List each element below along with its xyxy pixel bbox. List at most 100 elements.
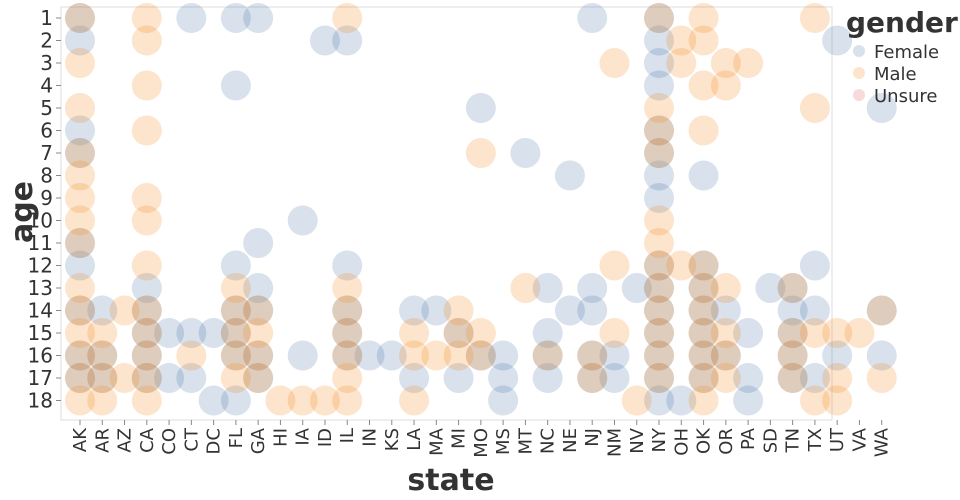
point-female-ut-2 <box>822 25 853 56</box>
point-female-fl-4 <box>220 70 251 101</box>
point-male-nm-12 <box>599 250 630 281</box>
point-male-fl-16 <box>220 340 251 371</box>
point-male-fl-14 <box>220 295 251 326</box>
point-female-ca-14 <box>131 295 162 326</box>
point-male-mo-15 <box>465 318 496 348</box>
point-female-ma-14 <box>421 295 452 326</box>
point-male-tn-15 <box>777 318 808 348</box>
point-female-ne-8 <box>554 160 585 191</box>
point-male-or-4 <box>710 70 741 101</box>
x-tick-label: MT <box>515 427 536 455</box>
point-male-mi-14 <box>443 295 474 326</box>
point-male-tx-18 <box>799 385 830 416</box>
point-female-la-14 <box>399 295 430 326</box>
point-female-ar-17 <box>87 363 118 393</box>
point-male-mo-16 <box>465 340 496 371</box>
point-female-ak-14 <box>65 295 95 326</box>
point-male-ak-16 <box>65 340 95 371</box>
point-male-ok-17 <box>688 363 719 393</box>
x-tick-label: IN <box>360 428 381 447</box>
point-female-ar-14 <box>87 295 118 326</box>
point-male-or-17 <box>710 363 741 393</box>
point-female-ok-8 <box>688 160 719 191</box>
x-tick-label: OR <box>716 428 737 455</box>
point-female-mo-5 <box>465 93 496 123</box>
point-female-or-14 <box>710 295 741 326</box>
x-tick-label: WA <box>872 427 893 457</box>
point-female-ak-2 <box>65 25 95 56</box>
point-female-nm-17 <box>599 363 630 393</box>
point-female-wa-5 <box>866 93 897 123</box>
point-female-ny-12 <box>644 250 675 281</box>
point-female-wa-16 <box>866 340 897 371</box>
point-male-ak-14 <box>65 295 95 326</box>
point-female-co-17 <box>154 363 185 393</box>
point-female-fl-1 <box>220 3 251 33</box>
point-male-ny-12 <box>644 250 675 281</box>
point-female-ga-1 <box>243 3 274 33</box>
x-tick-label: TN <box>783 428 804 453</box>
y-tick-label: 1 <box>40 6 53 30</box>
legend-swatch-unsure <box>853 89 865 101</box>
point-male-ga-17 <box>243 363 274 393</box>
point-male-ca-16 <box>131 340 162 371</box>
x-tick-label: SD <box>760 428 781 453</box>
x-tick-label: AR <box>92 428 113 453</box>
x-tick-label: KS <box>382 428 403 451</box>
point-male-ca-9 <box>131 183 162 213</box>
point-female-ok-17 <box>688 363 719 393</box>
point-female-tn-16 <box>777 340 808 371</box>
point-male-ny-11 <box>644 228 675 258</box>
legend-label-unsure: Unsure <box>874 86 937 107</box>
point-male-fl-17 <box>220 363 251 393</box>
x-tick-label: MS <box>493 428 514 455</box>
point-female-ga-11 <box>243 228 274 258</box>
point-male-ok-12 <box>688 250 719 281</box>
x-tick-label: UT <box>827 427 848 452</box>
x-tick-label: IL <box>337 428 358 443</box>
point-male-ny-1 <box>644 3 675 33</box>
x-tick-label: CT <box>181 427 202 452</box>
point-female-ny-13 <box>644 273 675 303</box>
point-male-il-17 <box>332 363 363 393</box>
x-tick-label: TX <box>805 428 826 452</box>
point-male-la-15 <box>399 318 430 348</box>
point-male-ak-18 <box>65 385 95 416</box>
point-female-ca-17 <box>131 363 162 393</box>
point-male-az-17 <box>109 363 140 393</box>
point-female-fl-12 <box>220 250 251 281</box>
point-female-ct-1 <box>176 3 207 33</box>
point-female-ct-17 <box>176 363 207 393</box>
x-tick-label: HI <box>270 428 291 447</box>
point-male-ca-12 <box>131 250 162 281</box>
point-female-dc-18 <box>198 385 229 416</box>
point-female-ny-8 <box>644 160 675 191</box>
point-male-or-15 <box>710 318 741 348</box>
point-male-ca-18 <box>131 385 162 416</box>
point-male-tx-1 <box>799 3 830 33</box>
point-male-mi-15 <box>443 318 474 348</box>
point-female-tx-17 <box>799 363 830 393</box>
point-male-ak-13 <box>65 273 95 303</box>
point-female-ok-13 <box>688 273 719 303</box>
x-tick-label: IA <box>293 427 314 445</box>
point-female-mt-7 <box>510 138 541 168</box>
point-female-dc-15 <box>198 318 229 348</box>
point-female-ct-15 <box>176 318 207 348</box>
point-female-mo-16 <box>465 340 496 371</box>
point-male-il-15 <box>332 318 363 348</box>
point-male-ak-5 <box>65 93 95 123</box>
point-female-ga-13 <box>243 273 274 303</box>
point-male-ct-16 <box>176 340 207 371</box>
x-tick-label: MA <box>426 427 447 456</box>
point-female-il-15 <box>332 318 363 348</box>
point-male-ok-18 <box>688 385 719 416</box>
point-female-ga-14 <box>243 295 274 326</box>
point-female-ak-6 <box>65 115 95 146</box>
point-female-tn-14 <box>777 295 808 326</box>
point-female-ny-16 <box>644 340 675 371</box>
point-male-nv-18 <box>621 385 652 416</box>
point-female-tn-17 <box>777 363 808 393</box>
x-tick-label: NM <box>604 428 625 457</box>
